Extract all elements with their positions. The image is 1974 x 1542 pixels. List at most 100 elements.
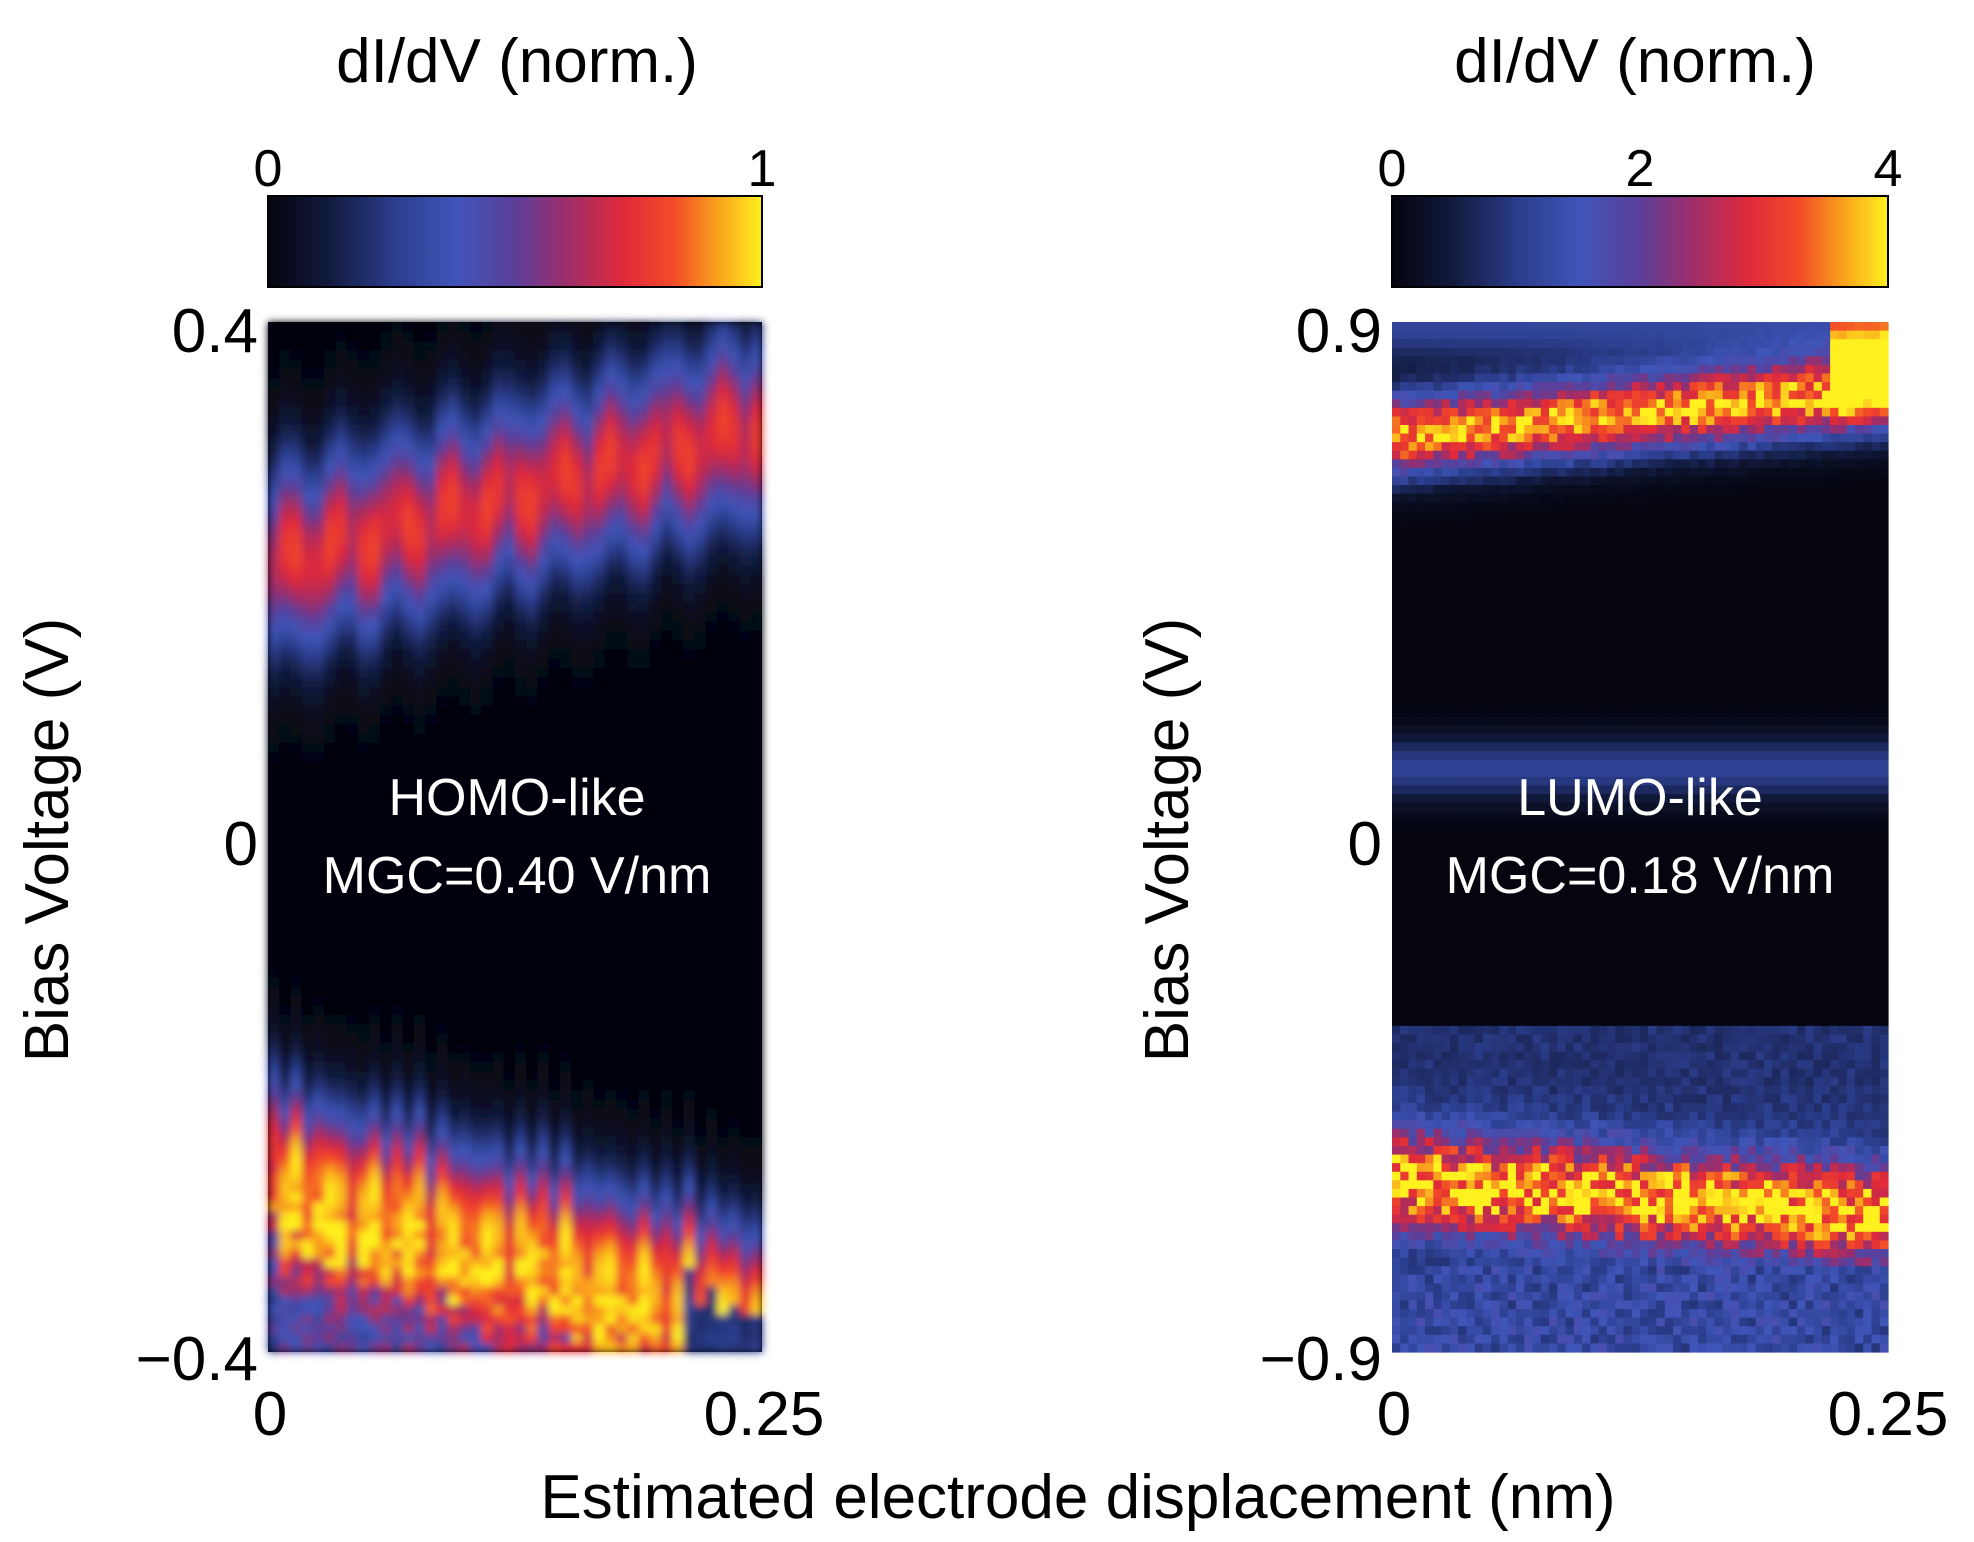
heatmap-cell: [638, 799, 651, 810]
heatmap-cell: [571, 396, 583, 407]
heatmap-cell: [593, 865, 606, 876]
heatmap-cell: [290, 865, 303, 876]
heatmap-cell: [717, 621, 729, 632]
heatmap-cell: [515, 1333, 527, 1344]
heatmap-cell: [301, 1277, 314, 1288]
heatmap-cell: [739, 518, 752, 529]
heatmap-cell: [728, 490, 741, 501]
heatmap-cell: [481, 734, 494, 744]
heatmap-cell: [739, 1061, 752, 1072]
heatmap-cell: [357, 696, 370, 707]
heatmap-cell: [380, 940, 393, 950]
heatmap-cell: [537, 537, 550, 548]
heatmap-cell: [481, 752, 494, 763]
heatmap-cell: [301, 490, 314, 501]
heatmap-cell: [728, 846, 741, 857]
heatmap-cell: [717, 1024, 729, 1035]
heatmap-cell: [391, 874, 404, 885]
heatmap-cell: [593, 1249, 606, 1259]
heatmap-cell: [638, 574, 651, 585]
heatmap-cell: [335, 1220, 348, 1231]
heatmap-cell: [616, 799, 628, 810]
heatmap-cell: [548, 556, 561, 567]
heatmap-cell: [739, 1052, 752, 1063]
heatmap-cell: [391, 649, 404, 660]
heatmap-cell: [470, 1108, 482, 1119]
heatmap-cell: [728, 1061, 741, 1072]
heatmap-cell: [335, 368, 348, 379]
heatmap-cell: [571, 1211, 583, 1222]
heatmap-cell: [537, 893, 550, 904]
heatmap-cell: [537, 1314, 550, 1325]
heatmap-cell: [750, 1043, 763, 1053]
heatmap-cell: [739, 1286, 752, 1297]
heatmap-cell: [503, 415, 516, 426]
heatmap-cell: [604, 602, 617, 613]
heatmap-cell: [1507, 330, 1517, 340]
heatmap-cell: [582, 1071, 595, 1082]
heatmap-cell: [694, 958, 707, 969]
heatmap-cell: [369, 865, 381, 876]
heatmap-cell: [324, 799, 336, 810]
heatmap-cell: [369, 668, 381, 679]
heatmap-cell: [425, 1211, 438, 1222]
heatmap-cell: [391, 996, 404, 1007]
heatmap-cell: [571, 968, 583, 979]
heatmap-cell: [649, 677, 662, 688]
heatmap-cell: [739, 1024, 752, 1035]
heatmap-cell: [425, 696, 438, 707]
heatmap-cell: [649, 911, 662, 922]
heatmap-cell: [1573, 322, 1583, 332]
heatmap-cell: [425, 528, 438, 538]
heatmap-cell: [750, 874, 763, 885]
heatmap-cell: [357, 790, 370, 801]
heatmap-cell: [728, 958, 741, 969]
heatmap-cell: [425, 968, 438, 979]
heatmap-cell: [447, 724, 460, 735]
heatmap-cell: [470, 1249, 482, 1259]
heatmap-cell: [728, 996, 741, 1007]
heatmap-cell: [447, 1277, 460, 1288]
heatmap-cell: [571, 1033, 583, 1044]
heatmap-cell: [1392, 322, 1401, 332]
heatmap-cell: [604, 1323, 617, 1334]
heatmap-cell: [1392, 339, 1401, 349]
heatmap-cell: [627, 1305, 640, 1316]
heatmap-cell: [324, 378, 336, 389]
heatmap-cell: [694, 1342, 707, 1353]
heatmap-cell: [357, 640, 370, 651]
heatmap-cell: [537, 471, 550, 482]
heatmap-cell: [627, 565, 640, 576]
heatmap-cell: [705, 1136, 718, 1147]
heatmap-cell: [638, 453, 651, 464]
heatmap-cell: [571, 780, 583, 791]
heatmap-cell: [402, 659, 415, 670]
heatmap-cell: [380, 490, 393, 501]
heatmap-cell: [458, 883, 471, 894]
heatmap-cell: [593, 743, 606, 754]
heatmap-cell: [515, 659, 527, 670]
heatmap-cell: [391, 368, 404, 379]
heatmap-cell: [481, 865, 494, 876]
heatmap-cell: [705, 602, 718, 613]
heatmap-cell: [728, 481, 741, 492]
heatmap-cell: [604, 1211, 617, 1222]
heatmap-cell: [672, 743, 685, 754]
heatmap-cell: [1524, 322, 1534, 332]
heatmap-cell: [604, 499, 617, 510]
heatmap-cell: [470, 1230, 482, 1241]
heatmap-cell: [312, 1230, 325, 1241]
heatmap-cell: [380, 724, 393, 735]
heatmap-cell: [503, 1061, 516, 1072]
heatmap-cell: [683, 827, 696, 838]
heatmap-cell: [627, 902, 640, 913]
heatmap-cell: [616, 565, 628, 576]
heatmap-cell: [346, 1014, 359, 1025]
heatmap-cell: [402, 509, 415, 520]
heatmap-cell: [739, 818, 752, 829]
heatmap-cell: [582, 1061, 595, 1072]
heatmap-cell: [312, 668, 325, 679]
heatmap-cell: [458, 1052, 471, 1063]
heatmap-cell: [694, 837, 707, 847]
heatmap-cell: [369, 846, 381, 857]
